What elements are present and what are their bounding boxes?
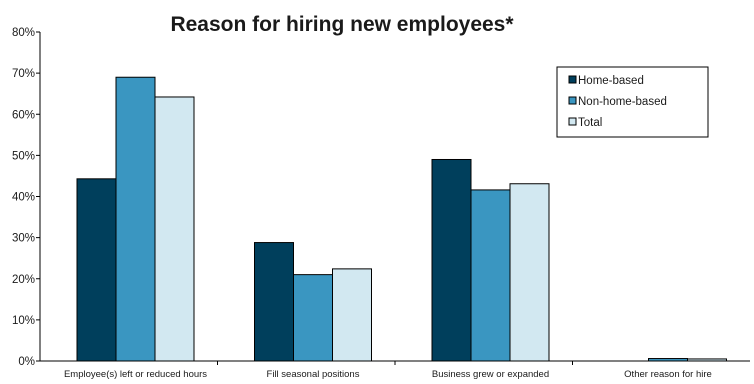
legend-box bbox=[556, 66, 709, 138]
y-tick-label: 50% bbox=[12, 150, 35, 162]
bar bbox=[154, 96, 195, 362]
bar bbox=[431, 158, 472, 362]
y-tick-label: 0% bbox=[18, 356, 35, 368]
y-tick-label: 70% bbox=[12, 68, 35, 80]
legend-swatch bbox=[568, 96, 577, 105]
y-tick-label: 30% bbox=[12, 233, 35, 245]
legend: Home-based Non-home-based Total bbox=[556, 66, 709, 138]
bar bbox=[254, 242, 294, 362]
y-tick-label: 60% bbox=[12, 109, 35, 121]
chart-title: Reason for hiring new employees* bbox=[170, 13, 514, 36]
bar bbox=[687, 358, 727, 362]
x-tick-label: Business grew or expanded bbox=[432, 369, 549, 379]
bar bbox=[648, 358, 688, 362]
y-tick-label: 80% bbox=[12, 27, 35, 39]
y-tick-label: 20% bbox=[12, 274, 35, 286]
bar bbox=[509, 183, 550, 362]
legend-swatch bbox=[568, 117, 577, 126]
plot-area: 0% 10% 20% 30% 40% 50% 60% 70% 80% Employee(s) le… bbox=[12, 27, 750, 380]
legend-label: Total bbox=[578, 117, 602, 129]
y-tick-label: 10% bbox=[12, 315, 35, 327]
x-tick-label: Other reason for hire bbox=[624, 369, 712, 379]
y-tick-label: 40% bbox=[12, 192, 35, 204]
bar bbox=[470, 189, 511, 362]
x-tick-label: Fill seasonal positions bbox=[267, 369, 360, 379]
bar bbox=[293, 274, 333, 362]
bar bbox=[115, 76, 156, 362]
x-tick-label: Employee(s) left or reduced hours bbox=[64, 369, 207, 379]
legend-label: Home-based bbox=[578, 75, 644, 87]
legend-label: Non-home-based bbox=[578, 96, 667, 108]
bar bbox=[76, 178, 117, 362]
bar bbox=[332, 268, 372, 362]
legend-swatch bbox=[568, 75, 577, 84]
